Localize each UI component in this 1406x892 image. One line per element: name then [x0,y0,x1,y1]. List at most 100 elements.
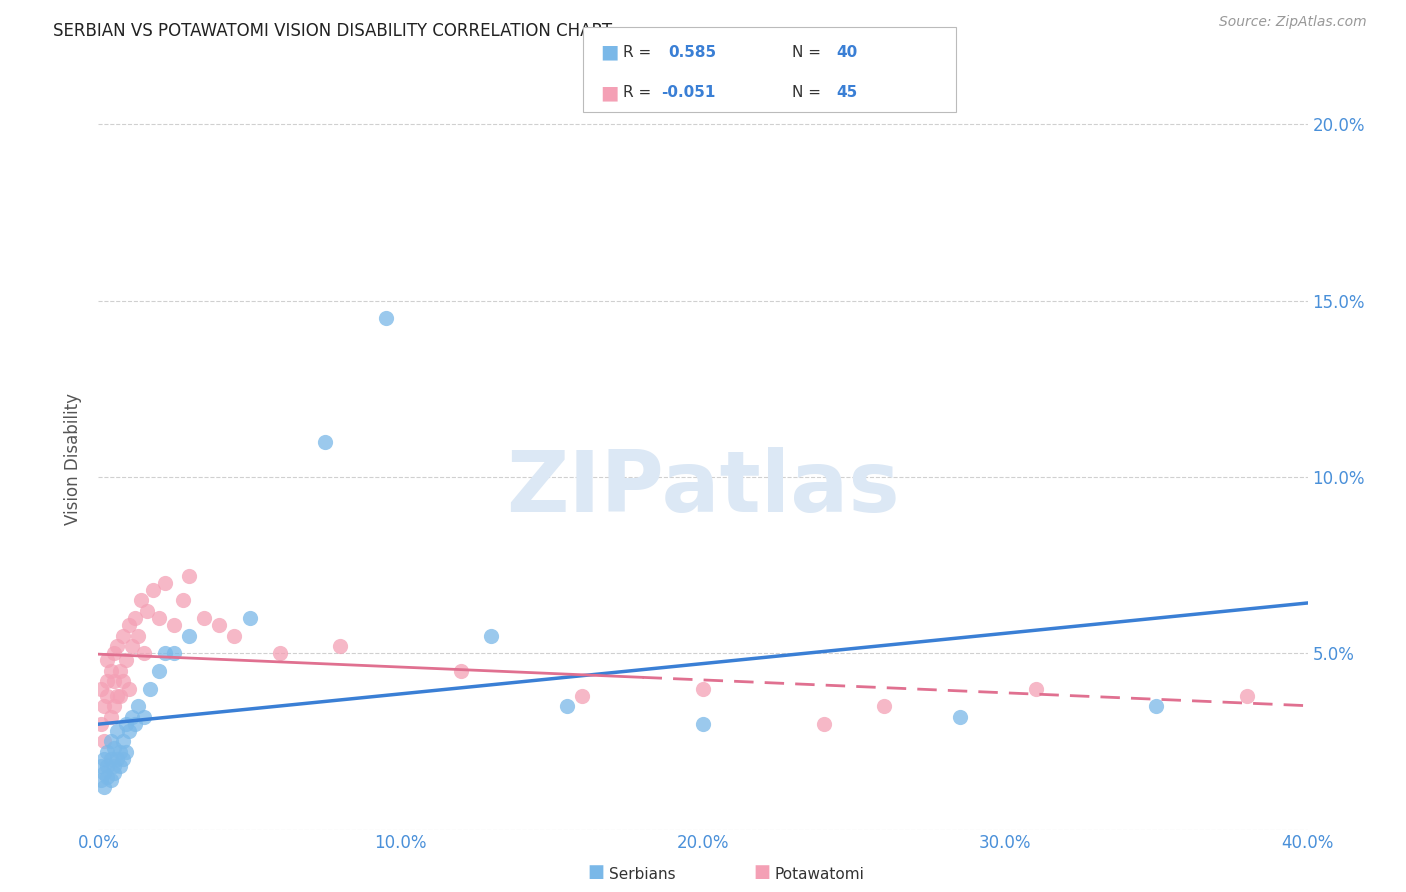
Point [105,639,128,653]
Point [108,689,131,703]
Point [329,639,352,653]
Point [135,604,157,618]
Point [105,752,128,766]
Point [127,629,149,643]
Point [103,759,125,773]
Text: N =: N = [792,45,825,60]
Text: 45: 45 [837,86,858,101]
Point [555,699,578,714]
Point [93,780,115,795]
Point [90,759,112,773]
Point [129,593,152,607]
Text: 0.585: 0.585 [668,45,716,60]
Point [163,646,186,660]
Point [93,699,115,714]
Point [114,716,136,731]
Point [108,664,131,678]
Point [239,611,262,625]
Point [111,629,134,643]
Point [132,646,155,660]
Point [124,611,146,625]
Point [692,681,714,696]
Text: ■: ■ [600,83,619,103]
Point [103,674,125,689]
Point [93,766,115,780]
Point [118,723,141,738]
Text: Serbians: Serbians [609,867,675,881]
Text: -0.051: -0.051 [661,86,716,101]
Point [450,664,472,678]
Text: N =: N = [792,86,825,101]
Point [105,689,128,703]
Point [111,734,134,748]
Point [193,611,215,625]
Point [153,575,176,590]
Point [949,710,972,724]
Point [118,681,141,696]
Point [142,582,165,597]
Point [873,699,896,714]
Point [93,734,115,748]
Point [103,741,125,756]
Point [90,681,112,696]
Point [127,699,149,714]
Point [103,646,125,660]
Point [96,745,118,759]
Point [93,752,115,766]
Text: SERBIAN VS POTAWATOMI VISION DISABILITY CORRELATION CHART: SERBIAN VS POTAWATOMI VISION DISABILITY … [53,22,613,40]
Point [172,593,194,607]
Point [100,710,122,724]
Y-axis label: Vision Disability: Vision Disability [65,393,83,525]
Point [314,434,336,449]
Point [96,689,118,703]
Text: ■: ■ [754,863,770,881]
Point [692,716,714,731]
Point [163,618,186,632]
Point [100,752,122,766]
Point [148,664,170,678]
Point [374,311,396,326]
Point [813,716,835,731]
Point [179,629,201,643]
Point [121,639,143,653]
Point [103,699,125,714]
Point [96,674,118,689]
Text: 40: 40 [837,45,858,60]
Text: R =: R = [623,86,657,101]
Point [1144,699,1167,714]
Point [90,773,112,788]
Point [96,759,118,773]
Point [100,773,122,788]
Point [100,734,122,748]
Text: Source: ZipAtlas.com: Source: ZipAtlas.com [1219,15,1367,29]
Point [108,745,131,759]
Point [481,629,503,643]
Point [118,618,141,632]
Text: ■: ■ [600,43,619,62]
Point [96,653,118,667]
Point [124,716,146,731]
Point [132,710,155,724]
Point [111,674,134,689]
Point [1236,689,1258,703]
Point [100,664,122,678]
Point [96,770,118,784]
Point [571,689,593,703]
Text: ■: ■ [588,863,605,881]
Point [1024,681,1046,696]
Point [103,766,125,780]
Text: R =: R = [623,45,657,60]
Point [121,710,143,724]
Point [269,646,291,660]
Point [224,629,246,643]
Point [108,759,131,773]
Point [90,716,112,731]
Point [153,646,176,660]
Point [114,653,136,667]
Point [114,745,136,759]
Point [208,618,231,632]
Point [105,723,128,738]
Point [179,568,201,582]
Point [139,681,162,696]
Point [111,752,134,766]
